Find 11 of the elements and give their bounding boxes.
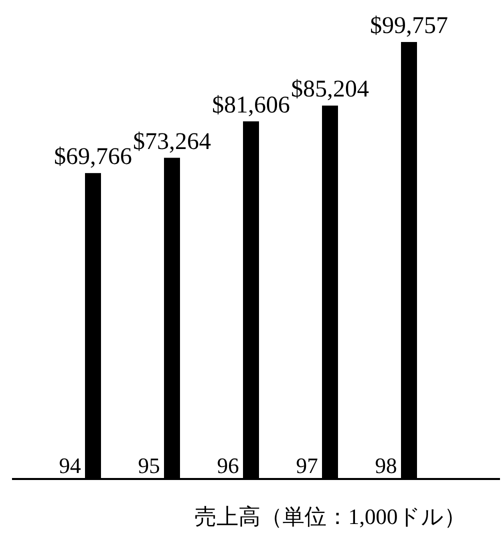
data-label: $99,757 [370, 13, 448, 39]
x-tick-label: 97 [296, 453, 318, 478]
data-label: $85,204 [291, 76, 369, 103]
x-tick-label: 98 [375, 453, 397, 478]
data-label: $69,766 [54, 144, 132, 170]
x-tick-label: 95 [138, 453, 160, 478]
x-axis-title: 売上高（単位：1,000ドル） [194, 504, 466, 529]
x-tick-label: 96 [217, 453, 239, 478]
x-tick-label: 94 [59, 453, 81, 478]
data-label: $81,606 [212, 92, 290, 118]
data-label: $73,264 [133, 128, 211, 155]
